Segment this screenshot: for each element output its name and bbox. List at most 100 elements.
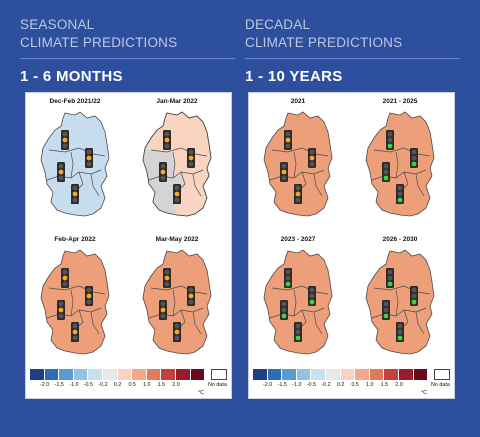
legend-swatch <box>311 369 326 380</box>
legend-swatch <box>355 369 370 380</box>
decadal-map-4[interactable]: 2026 - 2030 <box>354 236 446 364</box>
legend-unit: °C <box>421 390 428 396</box>
color-legend: -2.0 -1.5 -1.0 -0.5 -0.2 0.2 0.5 1.0 1.5 2.0 °C No … <box>253 369 452 397</box>
legend-swatch <box>340 369 356 380</box>
traffic-light-icon <box>386 268 394 288</box>
traffic-light-icon <box>308 148 316 168</box>
traffic-light-icon <box>159 162 167 182</box>
legend-tick-label: -0.5 <box>306 382 317 388</box>
traffic-light-icon <box>163 130 171 150</box>
legend-swatch <box>413 369 429 380</box>
map-title: 2021 <box>290 98 306 105</box>
traffic-light-icon <box>410 148 418 168</box>
legend-tick-label: 1.5 <box>380 382 389 388</box>
legend-swatch <box>88 369 103 380</box>
legend-swatch <box>369 369 385 380</box>
legend-tick-label: 2.0 <box>172 382 180 388</box>
map-title: Dec-Feb 2021/22 <box>49 98 101 105</box>
legend-swatch <box>282 369 297 380</box>
traffic-light-icon <box>57 300 65 320</box>
seasonal-divider <box>20 58 235 59</box>
traffic-light-icon <box>284 130 292 150</box>
legend-swatch <box>117 369 133 380</box>
legend-tick-label: -0.2 <box>98 382 108 388</box>
traffic-light-icon <box>386 130 394 150</box>
legend-tick-label: 0.2 <box>336 382 345 388</box>
traffic-light-icon <box>85 286 93 306</box>
seasonal-title-line1: SEASONAL <box>20 17 95 32</box>
map-title: 2021 - 2025 <box>382 98 418 105</box>
germany-map-icon <box>263 249 333 355</box>
germany-map-icon <box>40 111 110 217</box>
traffic-light-icon <box>85 148 93 168</box>
decadal-panel[interactable]: 2021 2021 - 2025 2023 - 2027 2026 - 2030 -2.… <box>248 92 455 399</box>
traffic-light-icon <box>382 162 390 182</box>
seasonal-title-line2: CLIMATE PREDICTIONS <box>20 35 178 50</box>
legend-swatch <box>175 369 191 380</box>
decadal-map-3[interactable]: 2023 - 2027 <box>252 236 344 364</box>
map-title: Mar-May 2022 <box>155 236 199 243</box>
seasonal-map-3[interactable]: Feb-Apr 2022 <box>29 236 121 364</box>
traffic-light-icon <box>410 286 418 306</box>
germany-map-icon <box>365 249 435 355</box>
legend-swatch <box>44 369 60 380</box>
legend-swatch <box>267 369 283 380</box>
seasonal-map-4[interactable]: Mar-May 2022 <box>131 236 223 364</box>
traffic-light-icon <box>280 300 288 320</box>
traffic-light-icon <box>71 184 79 204</box>
legend-swatch <box>190 369 206 380</box>
legend-tick-label: -0.5 <box>83 382 94 388</box>
legend-tick-label: -2.0 <box>39 382 50 388</box>
seasonal-header: SEASONAL CLIMATE PREDICTIONS 1 - 6 MONTH… <box>20 0 245 85</box>
seasonal-map-1[interactable]: Dec-Feb 2021/22 <box>29 98 121 226</box>
traffic-light-icon <box>57 162 65 182</box>
decadal-header: DECADAL CLIMATE PREDICTIONS 1 - 10 YEARS <box>245 0 470 85</box>
germany-map-icon <box>263 111 333 217</box>
legend-tick-label: -1.0 <box>69 382 79 388</box>
legend-color-bar <box>30 369 206 380</box>
legend-tick-label: -0.2 <box>321 382 331 388</box>
legend-swatch <box>296 369 312 380</box>
traffic-light-icon <box>71 322 79 342</box>
decadal-title-line1: DECADAL <box>245 17 311 32</box>
decadal-title-line2: CLIMATE PREDICTIONS <box>245 35 403 50</box>
map-title: Jan-Mar 2022 <box>156 98 198 105</box>
legend-swatch <box>73 369 89 380</box>
legend-tick-label: 0.5 <box>351 382 359 388</box>
legend-swatch <box>59 369 74 380</box>
germany-map-icon <box>40 249 110 355</box>
germany-map-icon <box>142 249 212 355</box>
traffic-light-icon <box>61 130 69 150</box>
traffic-light-icon <box>396 184 404 204</box>
legend-tick-label: -2.0 <box>262 382 273 388</box>
no-data-label: No data <box>431 382 450 388</box>
legend-swatch <box>146 369 162 380</box>
seasonal-panel[interactable]: Dec-Feb 2021/22 Jan-Mar 2022 Feb-Apr 2022 M… <box>25 92 232 399</box>
legend-swatch <box>384 369 399 380</box>
legend-swatch <box>30 369 45 380</box>
traffic-light-icon <box>308 286 316 306</box>
legend-tick-label: 1.0 <box>143 382 151 388</box>
traffic-light-icon <box>294 184 302 204</box>
traffic-light-icon <box>382 300 390 320</box>
seasonal-range: 1 - 6 MONTHS <box>20 68 123 85</box>
traffic-light-icon <box>61 268 69 288</box>
germany-map-icon <box>365 111 435 217</box>
decadal-divider <box>245 58 460 59</box>
map-title: Feb-Apr 2022 <box>54 236 96 243</box>
decadal-map-2[interactable]: 2021 - 2025 <box>354 98 446 226</box>
legend-color-bar <box>253 369 429 380</box>
color-legend: -2.0 -1.5 -1.0 -0.5 -0.2 0.2 0.5 1.0 1.5 2.0 °C No … <box>30 369 229 397</box>
legend-swatch <box>253 369 268 380</box>
decadal-map-1[interactable]: 2021 <box>252 98 344 226</box>
traffic-light-icon <box>396 322 404 342</box>
traffic-light-icon <box>280 162 288 182</box>
traffic-light-icon <box>173 184 181 204</box>
legend-tick-label: 2.0 <box>395 382 403 388</box>
legend-tick-label: -1.5 <box>54 382 64 388</box>
no-data-swatch <box>434 369 450 380</box>
legend-swatch <box>161 369 176 380</box>
seasonal-map-2[interactable]: Jan-Mar 2022 <box>131 98 223 226</box>
traffic-light-icon <box>173 322 181 342</box>
legend-tick-label: -1.0 <box>292 382 302 388</box>
